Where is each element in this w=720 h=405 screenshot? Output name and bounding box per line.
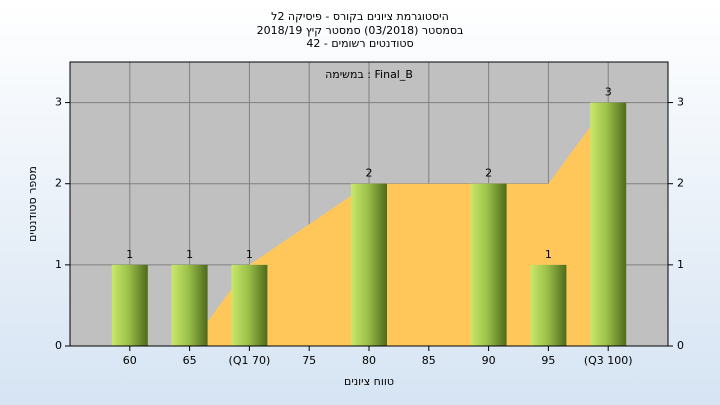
value-label: 1	[246, 248, 253, 261]
value-label: 2	[366, 167, 373, 180]
y-axis-title: מספר סטודנטים	[26, 166, 39, 242]
value-label: 2	[485, 167, 492, 180]
x-axis-title: טווח ציונים	[344, 375, 394, 388]
y2-tick-label: 3	[677, 96, 684, 109]
x-tick-label: 85	[422, 354, 436, 367]
chart-subtitle: סטודנטים רשומים - 42	[306, 37, 413, 50]
value-label: 1	[545, 248, 552, 261]
x-tick-label: 60	[123, 354, 137, 367]
bar	[530, 264, 567, 346]
x-tick-label: 75	[302, 354, 316, 367]
bar	[351, 183, 387, 346]
x-tick-label: 80	[362, 354, 376, 367]
value-label: 3	[605, 86, 612, 99]
y2-tick-label: 1	[677, 258, 684, 271]
bar	[470, 183, 507, 346]
y-tick-label: 0	[55, 339, 62, 352]
bar	[590, 102, 627, 346]
value-label: 1	[186, 248, 193, 261]
y2-tick-label: 0	[677, 339, 684, 352]
y-tick-label: 1	[55, 258, 62, 271]
bar	[231, 264, 268, 346]
chart-subtitle: בסמסטר (03/2018) סמסטר קיץ 2018/19	[257, 24, 464, 37]
chart-title: היסטוגרמת ציונים בקורס - פיסיקה 2ל	[271, 10, 449, 23]
x-tick-label: 65	[183, 354, 197, 367]
y2-tick-label: 2	[677, 177, 684, 190]
value-label: 1	[126, 248, 133, 261]
y-tick-label: 3	[55, 96, 62, 109]
bar	[111, 264, 148, 346]
annotation: במשימה : Final_B	[325, 68, 413, 81]
bar	[171, 264, 208, 346]
x-tick-label: 90	[482, 354, 496, 367]
x-tick-label: 95	[541, 354, 555, 367]
y-tick-label: 2	[55, 177, 62, 190]
x-tick-label: (Q1 70)	[229, 354, 271, 367]
x-tick-label: (Q3 100)	[584, 354, 633, 367]
